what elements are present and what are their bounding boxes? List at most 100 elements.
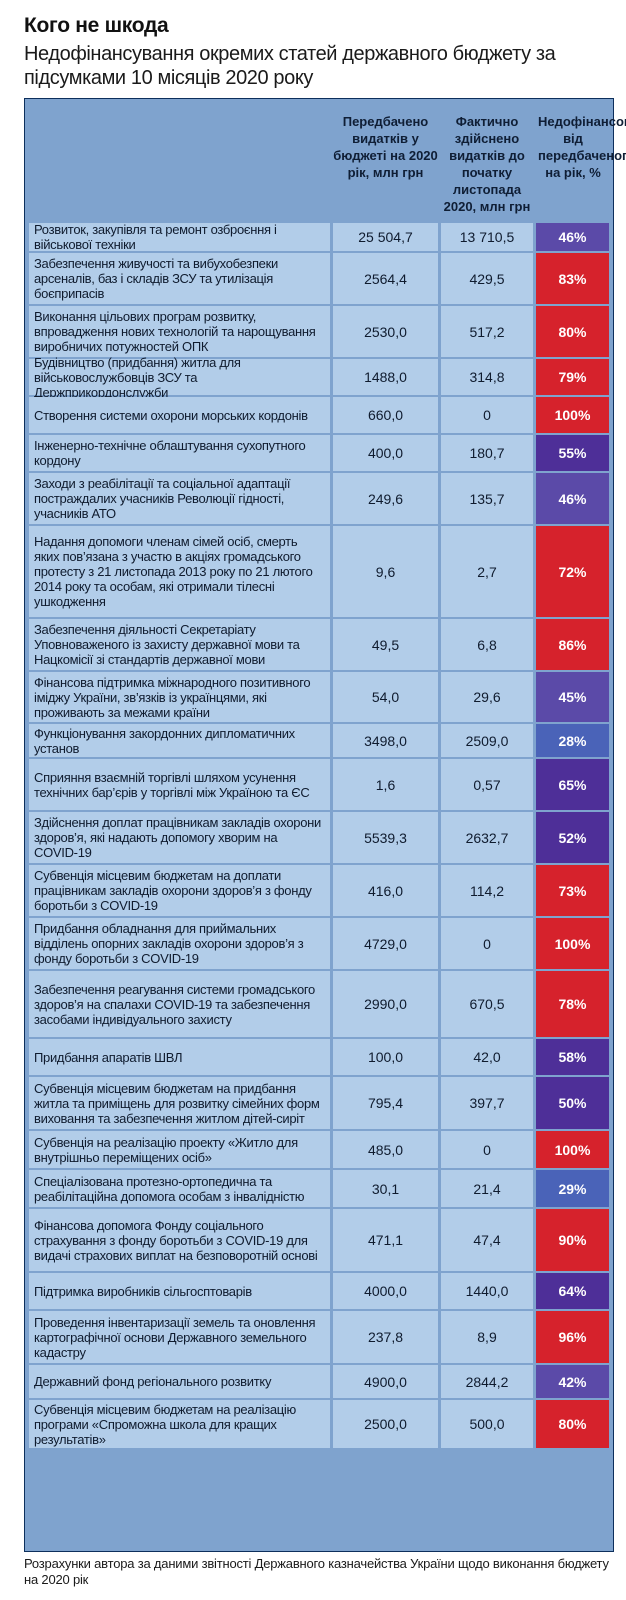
planned-value: 3498,0 xyxy=(333,724,438,757)
actual-value: 114,2 xyxy=(441,865,533,916)
planned-value: 25 504,7 xyxy=(333,223,438,251)
row-label: Субвенція місцевим бюджетам на реалізаці… xyxy=(29,1400,330,1448)
actual-value: 2844,2 xyxy=(441,1365,533,1398)
planned-value: 2564,4 xyxy=(333,253,438,304)
underfunded-percent: 52% xyxy=(536,812,609,863)
underfunded-percent: 29% xyxy=(536,1170,609,1207)
table-row: Забезпечення живучості та вибухобезпеки … xyxy=(25,253,613,304)
table-row: Підтримка виробників сільгосптоварів 4000… xyxy=(25,1273,613,1309)
planned-value: 4900,0 xyxy=(333,1365,438,1398)
actual-value: 135,7 xyxy=(441,473,533,524)
actual-value: 2,7 xyxy=(441,526,533,617)
actual-value: 6,8 xyxy=(441,619,533,670)
underfunded-percent: 64% xyxy=(536,1273,609,1309)
planned-value: 2500,0 xyxy=(333,1400,438,1448)
underfunded-percent: 78% xyxy=(536,971,609,1037)
row-label: Функціонування закордонних дипломатичних… xyxy=(29,724,330,757)
planned-value: 4000,0 xyxy=(333,1273,438,1309)
table-row: Інженерно-технічне облаштування сухопутн… xyxy=(25,435,613,471)
actual-value: 314,8 xyxy=(441,359,533,395)
actual-value: 670,5 xyxy=(441,971,533,1037)
underfunded-percent: 72% xyxy=(536,526,609,617)
table-row: Державний фонд регіонального розвитку 490… xyxy=(25,1365,613,1398)
row-label: Інженерно-технічне облаштування сухопутн… xyxy=(29,435,330,471)
planned-value: 30,1 xyxy=(333,1170,438,1207)
table-row: Проведення інвентаризації земель та онов… xyxy=(25,1311,613,1363)
budget-table: Передбачено видатків у бюджеті на 2020 р… xyxy=(24,98,626,1552)
table-row: Створення системи охорони морських кордо… xyxy=(25,397,613,433)
actual-value: 180,7 xyxy=(441,435,533,471)
row-label: Субвенція на реалізацію проекту «Житло д… xyxy=(29,1131,330,1168)
row-label: Заходи з реабілітації та соціальної адап… xyxy=(29,473,330,524)
underfunded-percent: 50% xyxy=(536,1077,609,1129)
actual-value: 42,0 xyxy=(441,1039,533,1075)
underfunded-percent: 45% xyxy=(536,672,609,722)
underfunded-percent: 58% xyxy=(536,1039,609,1075)
planned-value: 660,0 xyxy=(333,397,438,433)
underfunded-percent: 55% xyxy=(536,435,609,471)
row-label: Надання допомоги членам сімей осіб, смер… xyxy=(29,526,330,617)
table-row: Субвенція на реалізацію проекту «Житло д… xyxy=(25,1131,613,1168)
row-label: Субвенція місцевим бюджетам на придбання… xyxy=(29,1077,330,1129)
row-label: Державний фонд регіонального розвитку xyxy=(29,1365,330,1398)
planned-value: 54,0 xyxy=(333,672,438,722)
underfunded-percent: 80% xyxy=(536,306,609,357)
table-row: Забезпечення діяльності Секретаріату Упо… xyxy=(25,619,613,670)
table-row: Надання допомоги членам сімей осіб, смер… xyxy=(25,526,613,617)
underfunded-percent: 79% xyxy=(536,359,609,395)
row-label: Забезпечення живучості та вибухобезпеки … xyxy=(29,253,330,304)
row-label: Виконання цільових програм розвитку, впр… xyxy=(29,306,330,357)
table-row: Виконання цільових програм розвитку, впр… xyxy=(25,306,613,357)
table-row: Заходи з реабілітації та соціальної адап… xyxy=(25,473,613,524)
actual-value: 29,6 xyxy=(441,672,533,722)
table-row: Субвенція місцевим бюджетам на реалізаці… xyxy=(25,1400,613,1448)
underfunded-percent: 100% xyxy=(536,918,609,969)
actual-value: 0 xyxy=(441,918,533,969)
table-header: Передбачено видатків у бюджеті на 2020 р… xyxy=(25,99,626,221)
table-row: Спеціалізована протезно-ортопедична та р… xyxy=(25,1170,613,1207)
underfunded-percent: 80% xyxy=(536,1400,609,1448)
table-row: Забезпечення реагування системи громадсь… xyxy=(25,971,613,1037)
underfunded-percent: 65% xyxy=(536,759,609,810)
row-label: Розвиток, закупівля та ремонт озброєння … xyxy=(29,222,330,252)
planned-value: 4729,0 xyxy=(333,918,438,969)
row-label: Здійснення доплат працівникам закладів о… xyxy=(29,812,330,863)
table-row: Фінансова допомога Фонду соціального стр… xyxy=(25,1209,613,1271)
actual-value: 21,4 xyxy=(441,1170,533,1207)
underfunded-percent: 96% xyxy=(536,1311,609,1363)
row-label: Підтримка виробників сільгосптоварів xyxy=(29,1273,330,1309)
planned-value: 49,5 xyxy=(333,619,438,670)
table-row: Придбання обладнання для приймальних від… xyxy=(25,918,613,969)
table-row: Розвиток, закупівля та ремонт озброєння … xyxy=(25,222,613,252)
planned-value: 485,0 xyxy=(333,1131,438,1168)
actual-value: 500,0 xyxy=(441,1400,533,1448)
underfunded-percent: 28% xyxy=(536,724,609,757)
row-label: Сприяння взаємній торгівлі шляхом усунен… xyxy=(29,759,330,810)
row-label: Створення системи охорони морських кордо… xyxy=(29,397,330,433)
table-row: Функціонування закордонних дипломатичних… xyxy=(25,724,613,757)
actual-value: 429,5 xyxy=(441,253,533,304)
actual-value: 0,57 xyxy=(441,759,533,810)
planned-value: 237,8 xyxy=(333,1311,438,1363)
table-row: Придбання апаратів ШВЛ 100,0 42,0 58% xyxy=(25,1039,613,1075)
table-row: Сприяння взаємній торгівлі шляхом усунен… xyxy=(25,759,613,810)
planned-value: 400,0 xyxy=(333,435,438,471)
actual-value: 2632,7 xyxy=(441,812,533,863)
planned-value: 1488,0 xyxy=(333,359,438,395)
table-row: Субвенція місцевим бюджетам на придбання… xyxy=(25,1077,613,1129)
planned-value: 416,0 xyxy=(333,865,438,916)
planned-value: 100,0 xyxy=(333,1039,438,1075)
row-label: Фінансова допомога Фонду соціального стр… xyxy=(29,1209,330,1271)
underfunded-percent: 73% xyxy=(536,865,609,916)
row-label: Субвенція місцевим бюджетам на доплати п… xyxy=(29,865,330,916)
planned-value: 795,4 xyxy=(333,1077,438,1129)
actual-value: 397,7 xyxy=(441,1077,533,1129)
planned-value: 471,1 xyxy=(333,1209,438,1271)
actual-value: 0 xyxy=(441,1131,533,1168)
planned-value: 1,6 xyxy=(333,759,438,810)
actual-value: 1440,0 xyxy=(441,1273,533,1309)
column-header-underfunded: Недофінансовано від передбаченого на рік… xyxy=(538,114,626,180)
actual-value: 47,4 xyxy=(441,1209,533,1271)
row-label: Забезпечення діяльності Секретаріату Упо… xyxy=(29,619,330,670)
